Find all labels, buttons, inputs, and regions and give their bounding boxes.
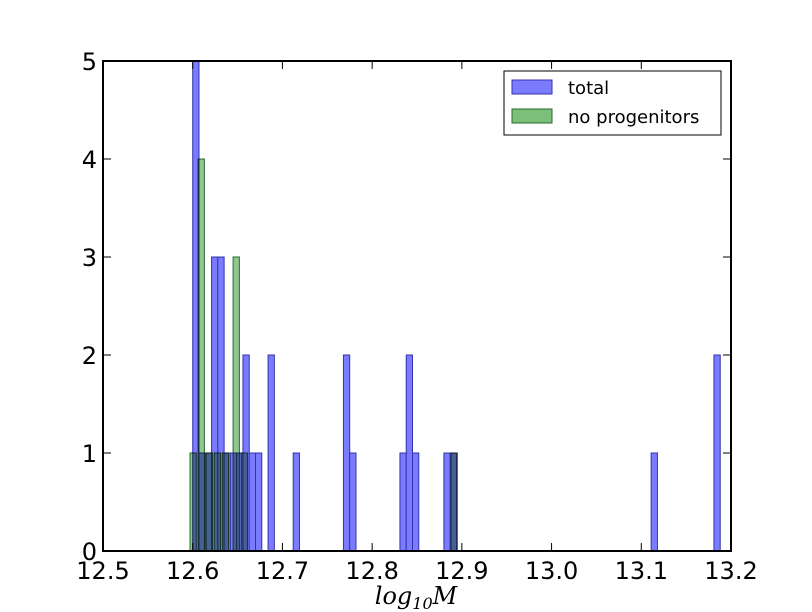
bar-no-progenitors-2 xyxy=(205,452,213,552)
bar-total-18 xyxy=(443,452,451,552)
y-tick-label-1: 1 xyxy=(82,440,97,468)
legend-label-no-progenitors: no progenitors xyxy=(568,107,699,128)
bar-no-progenitors-1 xyxy=(197,158,205,552)
bar-total-20 xyxy=(650,452,658,552)
legend-swatch-total xyxy=(511,79,553,95)
x-tick-label-3: 12.8 xyxy=(345,557,398,585)
x-tick-label-6: 13.1 xyxy=(615,557,668,585)
y-tick-label-2: 2 xyxy=(82,342,97,370)
bar-total-16 xyxy=(405,354,414,552)
bar-no-progenitors-0 xyxy=(189,452,197,552)
bar-no-progenitors-4 xyxy=(221,452,230,552)
plot-frame xyxy=(102,60,732,552)
bar-total-14 xyxy=(349,452,357,552)
y-tick-label-4: 4 xyxy=(82,146,97,174)
bar-total-10 xyxy=(255,452,263,552)
bar-total-12 xyxy=(292,452,300,552)
x-tick-label-2: 12.7 xyxy=(256,557,309,585)
x-axis-label-subscript: 10 xyxy=(412,594,432,612)
legend-label-total: total xyxy=(568,78,609,99)
x-tick-label-4: 12.9 xyxy=(435,557,488,585)
legend-swatch-no-progenitors xyxy=(511,108,553,124)
x-axis-label-variable: M xyxy=(432,582,459,610)
x-tick-label-7: 13.2 xyxy=(704,557,757,585)
bar-no-progenitors-5 xyxy=(232,256,240,552)
bar-no-progenitors-7 xyxy=(450,452,458,552)
bar-no-progenitors-6 xyxy=(240,452,248,552)
bar-total-17 xyxy=(412,452,420,552)
bar-total-13 xyxy=(342,354,351,552)
bar-total-9 xyxy=(248,452,257,552)
bar-total-15 xyxy=(399,452,407,552)
y-tick-label-0: 0 xyxy=(82,538,97,566)
y-tick-label-3: 3 xyxy=(82,244,97,272)
bar-total-21 xyxy=(713,354,721,552)
bar-total-11 xyxy=(267,354,275,552)
x-tick-label-5: 13.0 xyxy=(525,557,578,585)
x-tick-label-1: 12.6 xyxy=(166,557,219,585)
x-axis-label-base: log xyxy=(375,582,413,610)
legend: total no progenitors xyxy=(503,70,722,136)
x-axis-label: log10M xyxy=(375,582,459,612)
y-tick-labels: 0 1 2 3 4 5 xyxy=(82,48,97,566)
x-tick-labels: 12.5 12.6 12.7 12.8 12.9 13.0 13.1 13.2 xyxy=(76,557,757,585)
y-tick-label-5: 5 xyxy=(82,48,97,76)
bar-no-progenitors-3 xyxy=(213,452,222,552)
x-tick-label-0: 12.5 xyxy=(76,557,129,585)
